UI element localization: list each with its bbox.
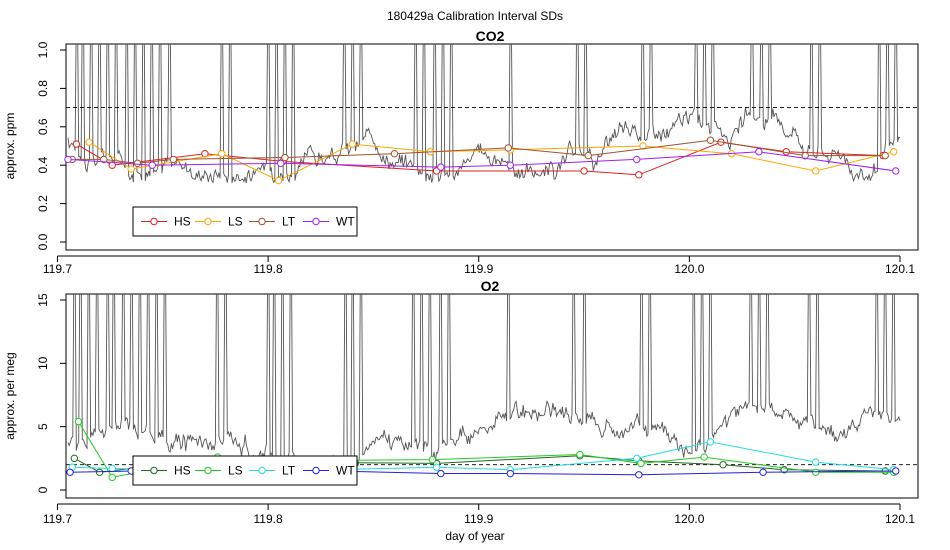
o2-series-wt-point: [66, 468, 74, 476]
co2-series-wt-point: [148, 161, 156, 169]
co2-series-wt-point: [633, 155, 641, 164]
co2-series-hs-point: [635, 171, 643, 179]
co2-y-tick-label: 0.2: [36, 195, 50, 212]
co2-series-wt-point: [506, 161, 515, 169]
co2-x-tick-label: 119.8: [254, 262, 283, 276]
figure-title: 180429a Calibration Interval SDs: [387, 9, 563, 23]
o2-y-axis-title: approx. per meg: [3, 352, 17, 439]
o2-series-ls-point: [700, 453, 708, 461]
co2-series-lt-point: [706, 136, 715, 144]
co2-series-lt-point: [504, 144, 512, 152]
o2-plot-frame: [65, 293, 919, 499]
o2-series-wt-point: [635, 471, 643, 479]
o2-y-tick-label: 10: [36, 356, 50, 370]
o2-y-tick-label: 0: [36, 486, 50, 493]
co2-series-ls-point: [348, 140, 357, 148]
o2-series-lt-point: [432, 463, 441, 471]
o2-x-tick-label: 120.0: [674, 512, 704, 526]
co2-series-lt-point: [584, 151, 592, 160]
co2-series-hs-point: [72, 140, 81, 148]
co2-series-lt-point: [100, 155, 108, 164]
co2-series-lt-point: [169, 155, 178, 164]
co2-series-wt-point: [64, 155, 72, 164]
o2-series-hs-point: [70, 454, 79, 463]
o2-legend-marker-lt: [258, 466, 266, 475]
co2-plot-frame: [65, 43, 919, 251]
co2-series-ls-point: [274, 176, 283, 185]
co2-legend-label-lt: LT: [282, 215, 296, 229]
co2-series-lt-point: [133, 159, 142, 167]
o2-series-ls-point: [428, 455, 437, 464]
o2-x-tick-label: 119.9: [464, 512, 493, 526]
o2-series-wt-point: [892, 467, 900, 475]
co2-legend-marker-lt: [258, 217, 266, 226]
co2-y-tick-label: 0.8: [36, 80, 50, 97]
co2-series-ls-point: [127, 165, 135, 173]
o2-legend-label-ls: LS: [228, 464, 243, 478]
o2-series-hs-point: [719, 460, 727, 469]
o2-series-wt-point: [759, 468, 767, 476]
co2-panel-title: CO2: [476, 28, 505, 44]
o2-y-tick-label: 15: [36, 293, 50, 307]
co2-series-ls-point: [889, 148, 898, 156]
co2-legend-label-wt: WT: [336, 215, 355, 229]
o2-legend-marker-ls: [204, 466, 212, 475]
co2-x-tick-label: 119.7: [43, 262, 72, 276]
o2-x-tick-label: 119.8: [254, 512, 283, 526]
o2-background-trace: [67, 294, 901, 473]
o2-legend-label-wt: WT: [336, 464, 355, 478]
co2-y-tick-label: 0.6: [36, 118, 50, 135]
co2-series-wt-point: [755, 148, 763, 156]
co2-series-lt-point: [390, 149, 399, 158]
co2-series-wt-line: [67, 151, 896, 172]
co2-series-lt-point: [881, 151, 889, 160]
co2-y-tick-label: 0.0: [36, 233, 50, 250]
o2-legend-marker-hs: [150, 466, 158, 475]
o2-x-axis-title: day of year: [445, 529, 504, 543]
co2-x-tick-label: 120.1: [885, 262, 915, 276]
o2-panel-title: O2: [481, 278, 500, 294]
co2-series-ls-point: [218, 149, 226, 158]
co2-series-wt-point: [437, 163, 445, 171]
co2-legend-marker-wt: [312, 217, 320, 226]
co2-y-axis-title: approx. ppm: [3, 113, 17, 180]
co2-series-lt-point: [281, 153, 289, 162]
o2-x-tick-label: 120.1: [885, 512, 915, 526]
o2-series-lt-point: [706, 438, 715, 446]
co2-x-tick-label: 120.0: [674, 262, 704, 276]
o2-y-tick-label: 5: [36, 423, 50, 430]
co2-legend-marker-hs: [150, 217, 158, 226]
co2-series-ls-point: [812, 167, 820, 175]
o2-series-ls-point: [637, 459, 645, 468]
co2-background-trace: [67, 44, 901, 184]
o2-legend-label-hs: HS: [174, 464, 191, 478]
o2-series-wt-point: [437, 469, 445, 478]
co2-legend-marker-ls: [204, 217, 212, 226]
o2-series-ls-point: [108, 473, 116, 482]
o2-series-wt-point: [506, 469, 515, 478]
o2-legend-label-lt: LT: [282, 464, 296, 478]
co2-series-ls-point: [85, 138, 93, 146]
o2-panel: O2 approx. per meg day of year 0 5 10 15 119…: [3, 278, 919, 543]
co2-y-tick-label: 1.0: [36, 41, 50, 58]
o2-series-hs-point: [95, 468, 104, 476]
co2-panel: CO2 approx. ppm 0.0 0.2 0.4 0.6 0.8 1.0 119.7 1…: [3, 28, 919, 276]
co2-series-ls-line: [88, 141, 894, 182]
co2-legend-label-hs: HS: [174, 215, 191, 229]
o2-series-lt-point: [812, 458, 820, 466]
co2-x-tick-label: 119.9: [464, 262, 493, 276]
o2-series-lt-point: [108, 464, 116, 473]
o2-series-ls-point: [576, 450, 584, 459]
co2-legend-label-ls: LS: [228, 215, 243, 229]
co2-series-hs-point: [580, 167, 588, 175]
o2-series-hs-line: [74, 455, 886, 473]
o2-series-ls-point: [74, 417, 83, 426]
co2-series-wt-point: [892, 167, 900, 175]
o2-series-lt-point: [633, 454, 641, 463]
o2-legend-marker-wt: [312, 466, 320, 475]
o2-x-tick-label: 119.7: [43, 512, 72, 526]
co2-y-tick-label: 0.4: [36, 157, 50, 174]
co2-series-wt-point: [277, 159, 285, 167]
